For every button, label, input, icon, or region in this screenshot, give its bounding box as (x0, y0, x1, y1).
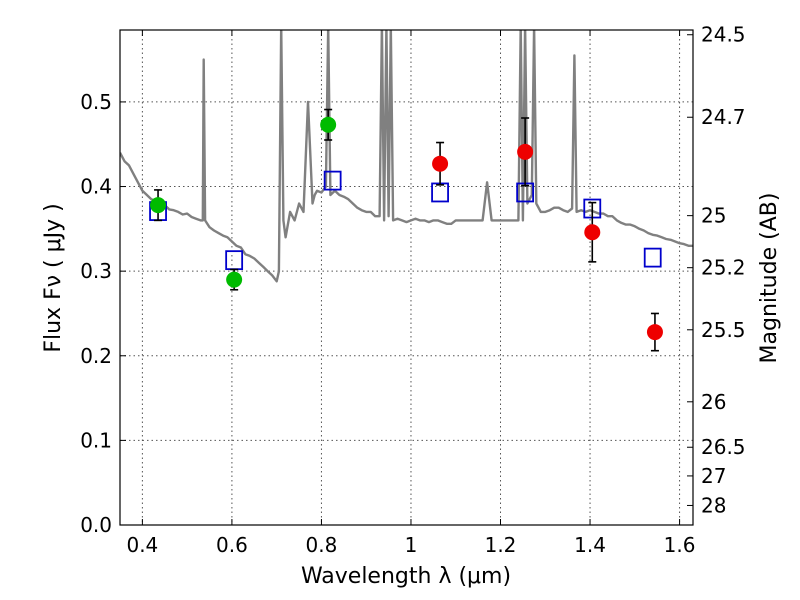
y-tick-label: 0.0 (80, 513, 112, 537)
observed-point (226, 271, 243, 288)
y-axis-label: Flux Fν ( μJy ) (41, 203, 66, 352)
y2-tick-label: 25 (701, 204, 726, 228)
observed-point (432, 155, 449, 172)
observed-point (584, 224, 601, 241)
model-photometry-square (225, 250, 244, 271)
y-tick-label: 0.2 (80, 344, 112, 368)
model-spectrum-line (120, 30, 693, 283)
x-tick-label: 0.4 (126, 533, 158, 557)
observed-point (320, 116, 337, 133)
x-tick-label: 1.4 (574, 533, 606, 557)
y2-axis-label: Magnitude (AB) (757, 193, 782, 364)
y2-tick-label: 26.5 (701, 435, 746, 459)
y-tick-label: 0.5 (80, 90, 112, 114)
x-tick-label: 0.8 (306, 533, 338, 557)
y2-tick-label: 24.7 (701, 105, 746, 129)
x-tick-label: 0.6 (216, 533, 248, 557)
gridlines (120, 30, 693, 526)
y-tick-label: 0.1 (80, 428, 112, 452)
x-tick-label: 1.6 (664, 533, 696, 557)
y2-tick-label: 24.5 (701, 23, 746, 47)
y2-tick-label: 26 (701, 390, 726, 414)
x-tick-label: 1.2 (485, 533, 517, 557)
x-axis-label: Wavelength λ (μm) (301, 564, 511, 589)
y2-tick-label: 25.2 (701, 256, 746, 280)
x-tick-label: 1 (405, 533, 418, 557)
y-tick-label: 0.3 (80, 259, 112, 283)
observed-point (150, 197, 167, 214)
y-tick-label: 0.4 (80, 175, 112, 199)
y2-tick-label: 27 (701, 464, 726, 488)
y2-tick-label: 25.5 (701, 318, 746, 342)
plot-area (120, 30, 693, 352)
plot-frame (119, 29, 694, 526)
model-photometry-square (323, 170, 342, 191)
model-photometry-square (643, 247, 662, 268)
y2-tick-label: 28 (701, 493, 726, 517)
observed-point (517, 143, 534, 160)
clipped-series (120, 30, 693, 352)
observed-point (646, 324, 663, 341)
axes: 0.4 0.6 0.8 1 1.2 1.4 1.6 0.0 0.1 0.2 0.3 0.4 0.5 24.… (80, 23, 745, 557)
